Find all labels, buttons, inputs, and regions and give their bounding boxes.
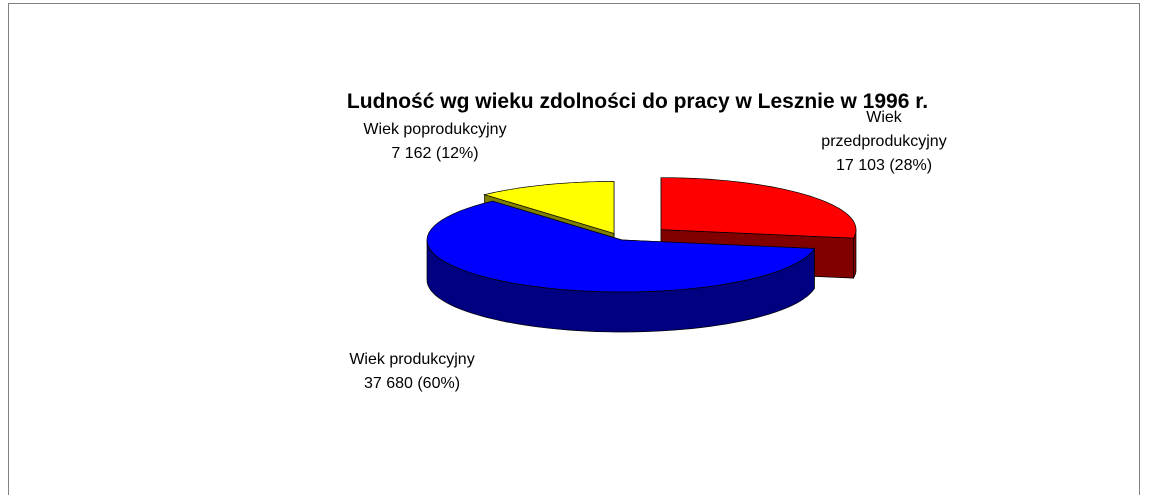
slice-label: Wiek poprodukcyjny (363, 121, 507, 138)
slice-label: Wiek przedprodukcyjny (821, 109, 947, 150)
pie-slice (660, 177, 857, 239)
slice-value-label: 37 680 (60%) (363, 375, 461, 392)
pie-slice (483, 181, 615, 234)
pie-slice (426, 200, 816, 293)
chart-title: Ludność wg wieku zdolności do pracy w Le… (346, 90, 929, 113)
slice-label: Wiek produkcyjny (349, 351, 475, 368)
slice-value-label: 7 162 (12%) (391, 145, 479, 162)
slice-value-label: 17 103 (28%) (835, 157, 933, 174)
